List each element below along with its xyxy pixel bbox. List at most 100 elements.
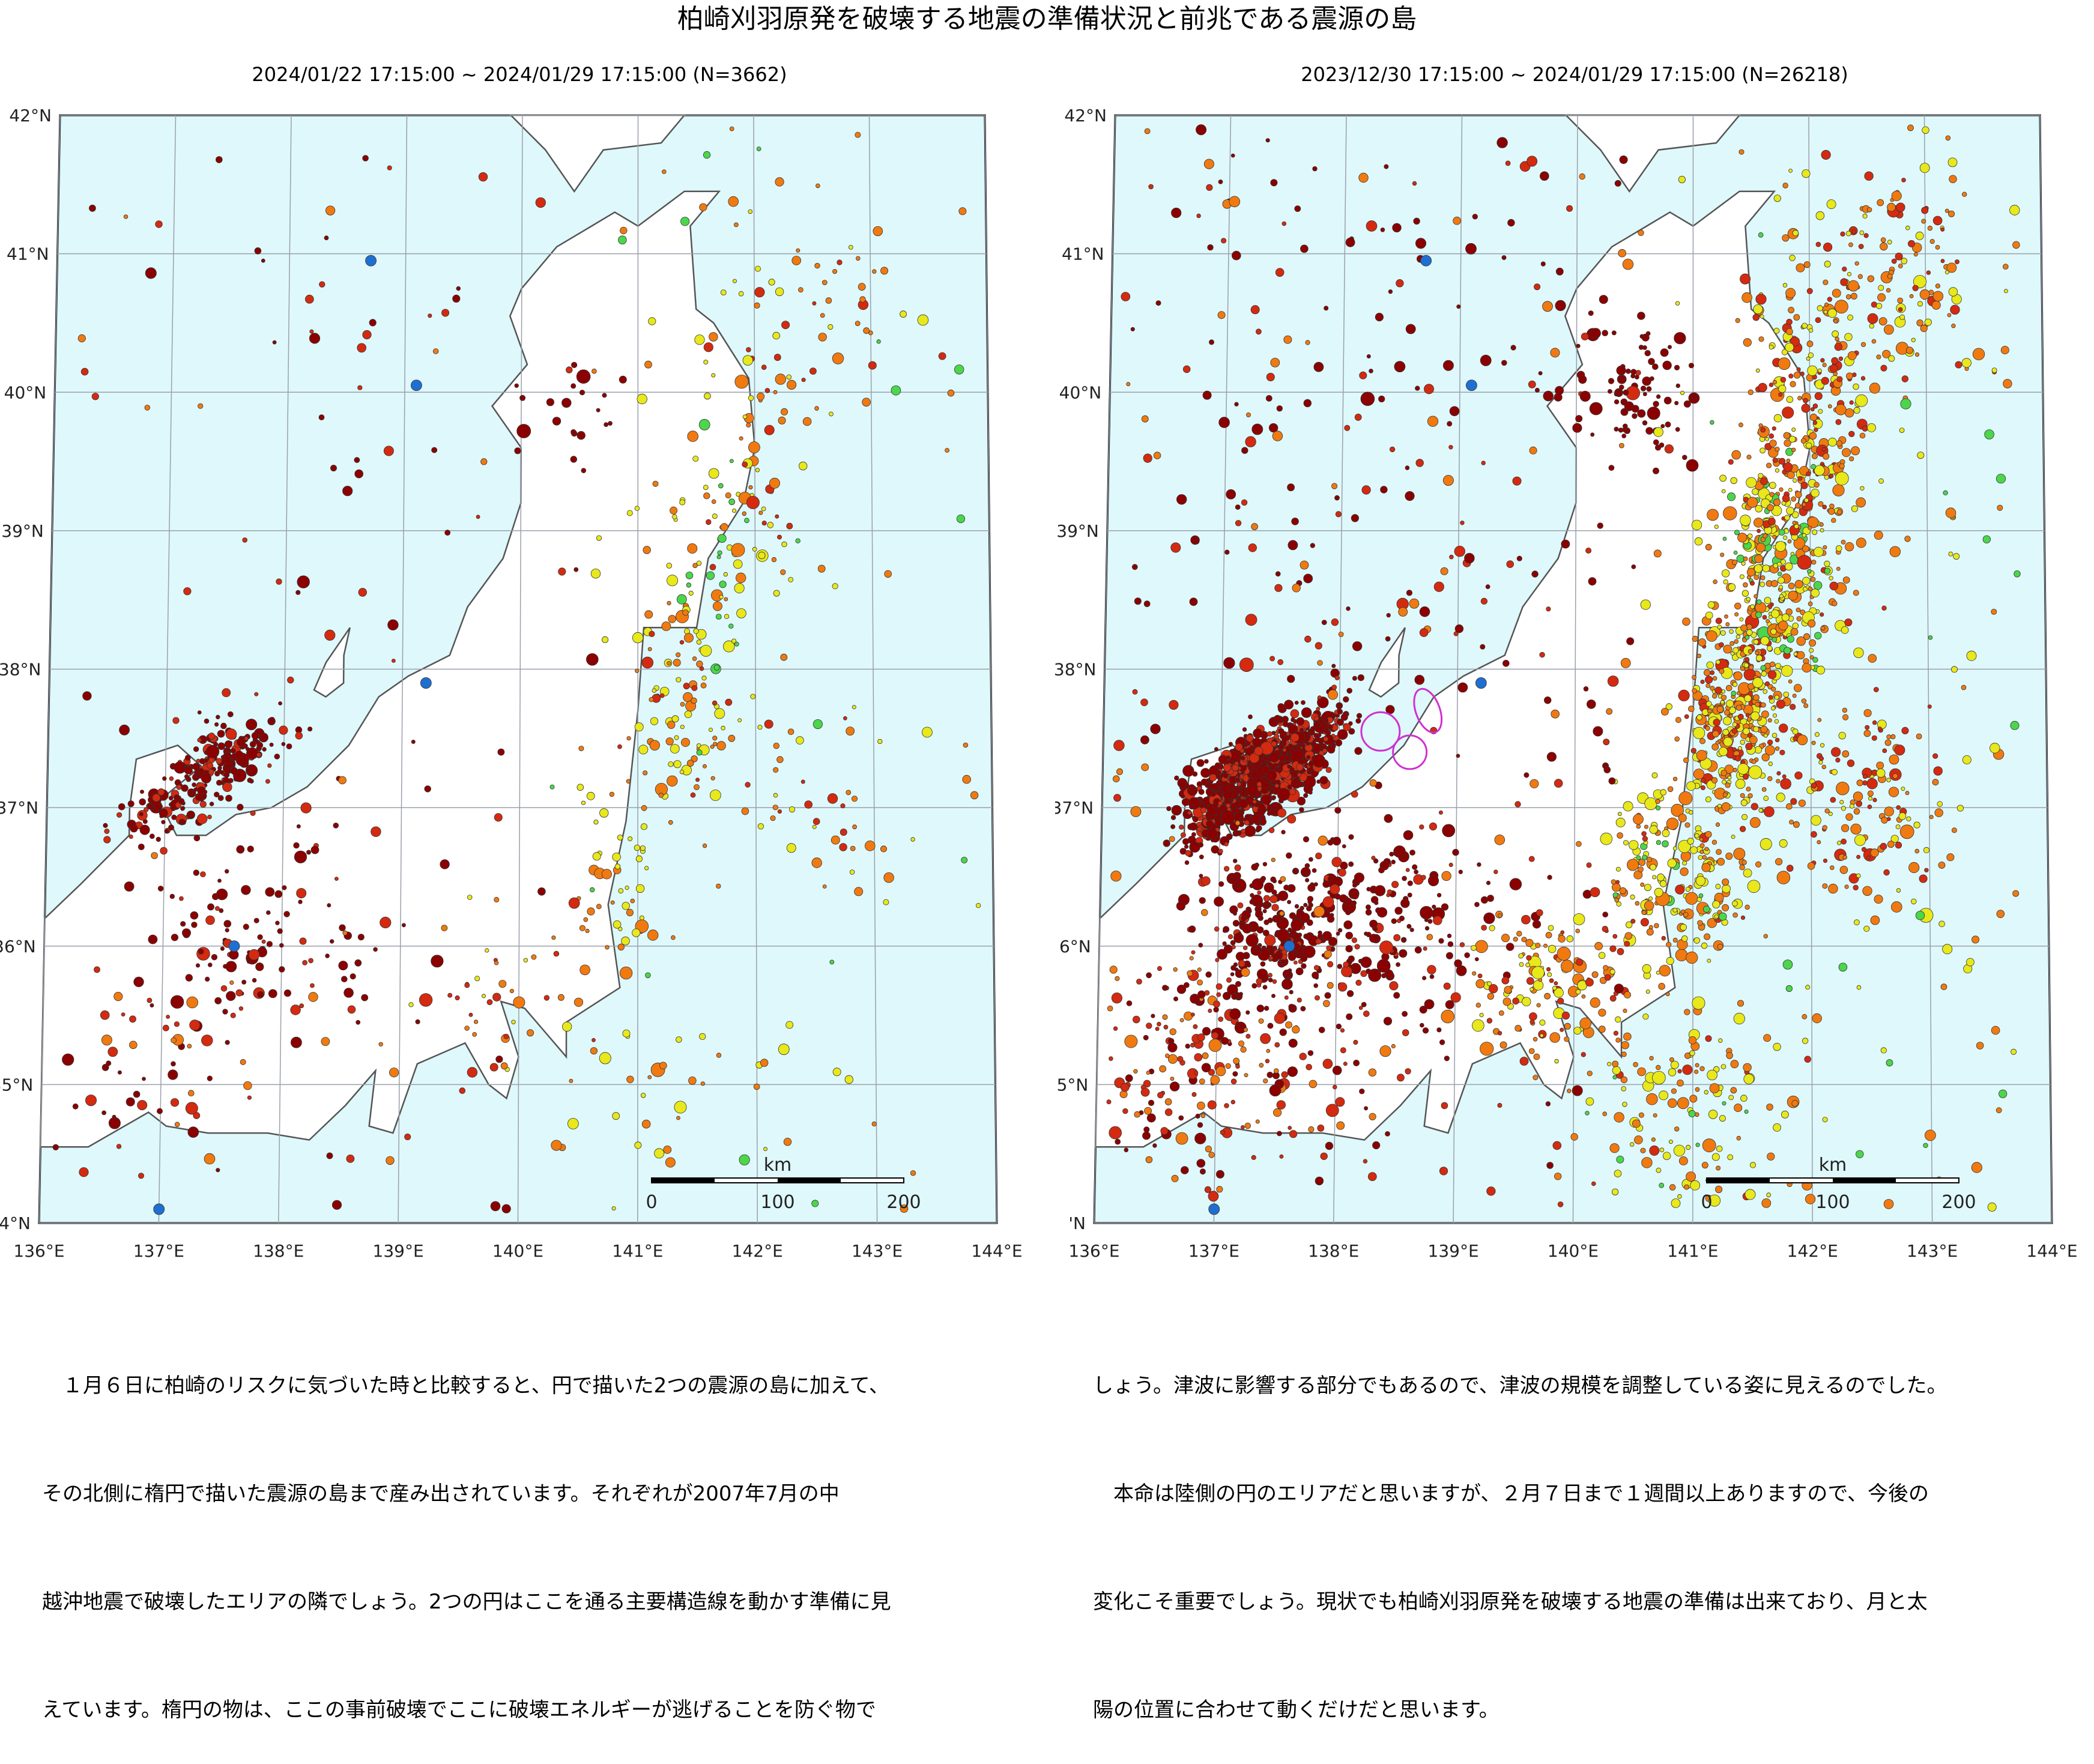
epicenter-dot [72,1103,79,1110]
epicenter-dot [1972,348,1985,361]
epicenter-dot [787,728,794,736]
epicenter-dot [1113,794,1121,802]
epicenter-dot [1526,977,1534,985]
lat-label: 38°N [1055,660,1097,680]
epicenter-dot [1263,895,1271,902]
epicenter-dot [1716,849,1722,855]
epicenter-dot [1712,900,1720,908]
epicenter-dot [1811,560,1817,565]
epicenter-dot [1894,745,1905,756]
epicenter-dot [1719,474,1726,482]
epicenter-dot [1227,934,1233,940]
epicenter-dot [1704,847,1709,851]
epicenter-dot [207,962,213,967]
epicenter-dot [1822,1117,1828,1123]
epicenter-dot [1171,207,1182,219]
epicenter-dot [170,995,184,1009]
epicenter-dot [1788,488,1793,492]
epicenter-dot [1744,657,1750,662]
epicenter-dot [157,788,165,796]
epicenter-dot [164,829,169,834]
epicenter-dot [1675,949,1688,961]
epicenter-dot [1618,384,1624,390]
epicenter-dot [1717,803,1722,809]
epicenter-dot [1324,950,1332,958]
epicenter-dot [1749,1162,1757,1168]
epicenter-dot [1315,853,1322,860]
epicenter-dot [1277,788,1291,801]
lat-label: 38°N [0,660,41,680]
epicenter-dot [753,1083,760,1090]
epicenter-dot [1263,882,1274,893]
epicenter-dot [1518,953,1524,959]
epicenter-dot [1732,912,1738,918]
epicenter-dot [1642,391,1647,396]
epicenter-dot [596,904,602,910]
epicenter-dot [1811,740,1816,745]
epicenter-dot [1820,743,1825,748]
epicenter-dot [1898,264,1903,268]
epicenter-dot [1189,822,1198,831]
epicenter-dot [229,980,234,985]
epicenter-dot [1790,381,1796,387]
epicenter-dot [1682,1065,1693,1075]
epicenter-dot [859,296,866,303]
epicenter-dot [1238,1041,1245,1047]
epicenter-dot [1308,790,1313,795]
epicenter-dot [1901,726,1909,735]
epicenter-dot [770,815,776,821]
epicenter-dot [219,908,224,913]
epicenter-dot [1308,1126,1315,1133]
epicenter-dot [1230,1099,1235,1105]
epicenter-dot [1352,641,1363,651]
epicenter-dot [1300,955,1308,962]
epicenter-dot [1823,242,1833,252]
epicenter-dot [1581,333,1589,340]
epicenter-dot [791,256,801,265]
epicenter-dot [1177,778,1188,788]
epicenter-dot [278,701,283,705]
epicenter-dot [1642,1013,1649,1020]
epicenter-dot [1991,609,1997,615]
epicenter-dot [576,431,586,440]
epicenter-dot [644,360,652,369]
epicenter-dot [1837,841,1842,845]
epicenter-dot [1783,462,1793,472]
epicenter-dot [1827,297,1832,302]
epicenter-dot [1624,941,1630,947]
epicenter-dot [1232,920,1239,927]
epicenter-dot [1581,994,1586,999]
epicenter-dot [1178,824,1184,830]
epicenter-dot [763,1147,767,1152]
epicenter-dot [710,776,715,781]
epicenter-dot [1880,842,1887,850]
epicenter-dot [1614,1112,1624,1123]
epicenter-dot [1746,717,1752,722]
epicenter-dot [1322,1059,1333,1069]
epicenter-dot [1222,992,1231,1000]
epicenter-dot [729,126,734,131]
epicenter-dot [127,800,135,808]
epicenter-dot [1853,791,1863,802]
epicenter-dot [193,746,199,752]
epicenter-dot [486,999,493,1006]
epicenter-dot [1284,699,1294,710]
epicenter-dot [1234,864,1241,871]
epicenter-dot [592,852,601,861]
epicenter-dot [204,718,210,724]
epicenter-dot [1769,345,1774,350]
epicenter-dot [1766,1104,1773,1111]
epicenter-dot [1412,864,1418,870]
epicenter-dot [1699,837,1704,842]
epicenter-dot [1796,636,1806,646]
epicenter-dot [1534,283,1541,291]
epicenter-dot [1982,535,1991,544]
epicenter-dot [1734,602,1741,610]
epicenter-dot [731,543,745,557]
epicenter-dot [1557,946,1571,961]
lon-label: 141°E [612,1241,663,1261]
epicenter-dot [1115,976,1120,982]
epicenter-dot [1133,1015,1140,1024]
epicenter-dot [1327,746,1336,754]
epicenter-dot [680,702,685,707]
